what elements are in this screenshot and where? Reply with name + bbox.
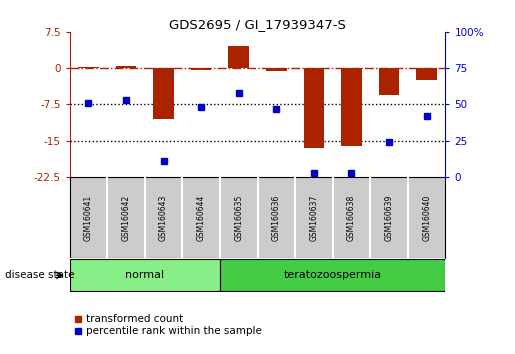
- Bar: [379, 68, 400, 95]
- Text: GSM160643: GSM160643: [159, 194, 168, 241]
- Bar: [416, 68, 437, 80]
- Text: GSM160641: GSM160641: [84, 195, 93, 241]
- Bar: [228, 46, 249, 68]
- Text: GSM160642: GSM160642: [122, 195, 130, 241]
- Text: teratozoospermia: teratozoospermia: [284, 270, 382, 280]
- Bar: [341, 68, 362, 145]
- Text: GSM160640: GSM160640: [422, 194, 431, 241]
- Bar: [78, 67, 99, 68]
- Legend: transformed count, percentile rank within the sample: transformed count, percentile rank withi…: [75, 314, 262, 336]
- Title: GDS2695 / GI_17939347-S: GDS2695 / GI_17939347-S: [169, 18, 346, 31]
- Text: GSM160644: GSM160644: [197, 194, 205, 241]
- Bar: [303, 68, 324, 148]
- Bar: [115, 66, 136, 68]
- Text: GSM160637: GSM160637: [310, 194, 318, 241]
- Text: GSM160635: GSM160635: [234, 194, 243, 241]
- Text: GSM160639: GSM160639: [385, 194, 393, 241]
- Bar: [153, 68, 174, 119]
- Text: GSM160638: GSM160638: [347, 195, 356, 241]
- Bar: [266, 68, 287, 70]
- Text: normal: normal: [125, 270, 164, 280]
- Text: GSM160636: GSM160636: [272, 194, 281, 241]
- Bar: [191, 68, 212, 70]
- Bar: [220, 259, 445, 291]
- Bar: [70, 259, 220, 291]
- Text: disease state: disease state: [5, 270, 75, 280]
